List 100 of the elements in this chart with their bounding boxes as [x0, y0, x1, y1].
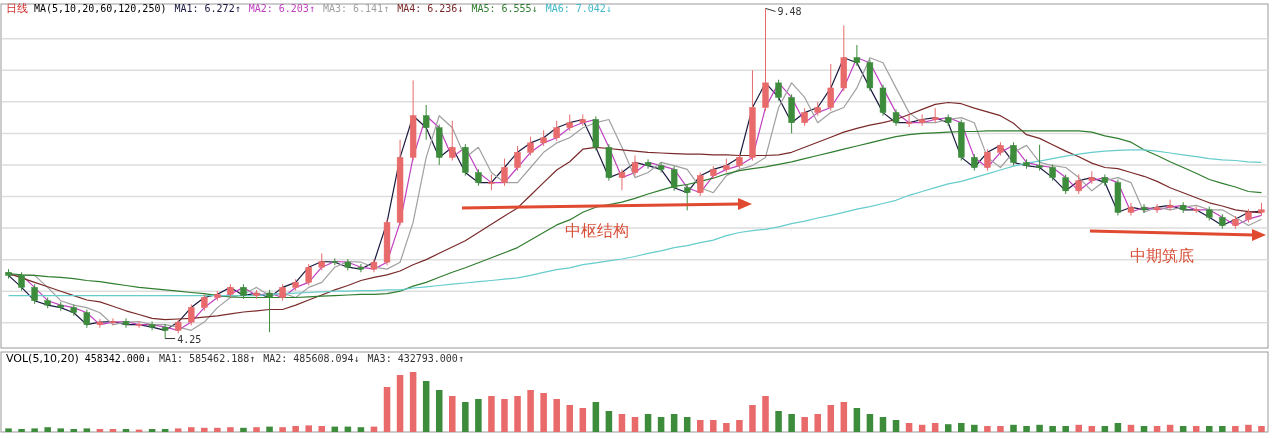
bar [435, 390, 443, 432]
bar [879, 417, 887, 432]
bar [1114, 423, 1122, 432]
bar [187, 427, 195, 432]
bar [161, 429, 169, 432]
bar [944, 424, 952, 432]
bar [462, 402, 469, 432]
bar [553, 399, 560, 432]
bar [631, 417, 639, 432]
bar [683, 417, 691, 432]
bar [305, 425, 312, 432]
bar [201, 427, 208, 432]
text: MA6: 7.042↓ [545, 3, 612, 14]
bar [31, 428, 38, 432]
bar [83, 428, 91, 432]
bar [1153, 426, 1161, 432]
chart-title: 日线 [6, 2, 28, 15]
bar [1258, 426, 1265, 432]
bar [644, 414, 652, 432]
bar [1219, 426, 1226, 432]
bar [148, 429, 156, 432]
bar [958, 423, 965, 432]
bar [840, 402, 848, 432]
bar [396, 375, 404, 432]
bar [214, 427, 221, 432]
bar [1036, 424, 1043, 432]
bar [762, 396, 769, 432]
bar [44, 427, 51, 432]
bar [357, 427, 365, 432]
bar [292, 426, 299, 432]
bar [475, 399, 482, 432]
bar [1088, 426, 1096, 432]
bar [670, 414, 678, 432]
bar [827, 405, 835, 432]
bar [514, 396, 521, 432]
bar [971, 424, 978, 432]
bar [1010, 424, 1017, 432]
bar [1075, 424, 1083, 432]
bar [1049, 426, 1056, 432]
text: MA5: 6.555↓ [471, 3, 538, 14]
bar [96, 429, 104, 432]
bar [905, 423, 913, 432]
text: MA3: 6.141↑ [322, 3, 390, 14]
bar [1232, 426, 1239, 432]
bar [814, 414, 821, 432]
bar [174, 428, 182, 432]
bar [527, 390, 534, 432]
bar [488, 396, 495, 432]
chart-subtitle: MA(5,10,20,60,120,250) [34, 3, 167, 14]
bar [1179, 426, 1187, 432]
bar [18, 429, 25, 432]
bar [605, 411, 613, 432]
bar [997, 426, 1004, 432]
text: MA2: 6.203↑ [248, 3, 315, 14]
bar [1192, 426, 1200, 432]
bar [253, 427, 260, 432]
bar [657, 417, 665, 432]
bar [866, 414, 874, 432]
bar [227, 427, 234, 432]
bar [279, 427, 286, 432]
bar [1101, 426, 1109, 432]
bar [122, 429, 130, 432]
bar [749, 405, 756, 432]
bar [1140, 426, 1148, 432]
bar [70, 429, 78, 432]
bar [736, 420, 743, 432]
chart-title: VOL(5,10,20) [6, 352, 79, 365]
bar [266, 426, 273, 432]
bar [579, 408, 587, 432]
bar [318, 426, 326, 432]
annotation: 中期筑底 [1130, 246, 1194, 265]
bar [931, 423, 939, 432]
bar [449, 396, 456, 432]
bar [984, 426, 991, 432]
bar [501, 399, 508, 432]
bar [1023, 426, 1030, 432]
bar [775, 411, 782, 432]
bar [618, 414, 626, 432]
bar [1245, 424, 1252, 432]
annotation: 中枢结构 [565, 221, 629, 240]
text: MA3: 432793.000↑ [367, 353, 464, 364]
text: MA1: 585462.188↑ [158, 353, 256, 364]
chart-subtitle: 458342.000↓ [84, 353, 151, 364]
bar [1206, 426, 1213, 432]
bar [409, 372, 417, 432]
bar [540, 393, 547, 432]
bar [788, 414, 795, 432]
bar [240, 427, 247, 432]
bar [5, 428, 12, 432]
bar [697, 420, 704, 432]
bar [592, 402, 600, 432]
bar [109, 429, 117, 432]
text: MA4: 6.236↓ [397, 3, 464, 14]
bar [383, 387, 391, 432]
text: MA2: 485608.094↓ [263, 353, 360, 364]
text: MA1: 6.272↑ [174, 3, 241, 14]
bar [892, 420, 900, 432]
bar [710, 420, 717, 432]
bar [723, 423, 730, 432]
annotation: 4.25 [177, 333, 202, 345]
